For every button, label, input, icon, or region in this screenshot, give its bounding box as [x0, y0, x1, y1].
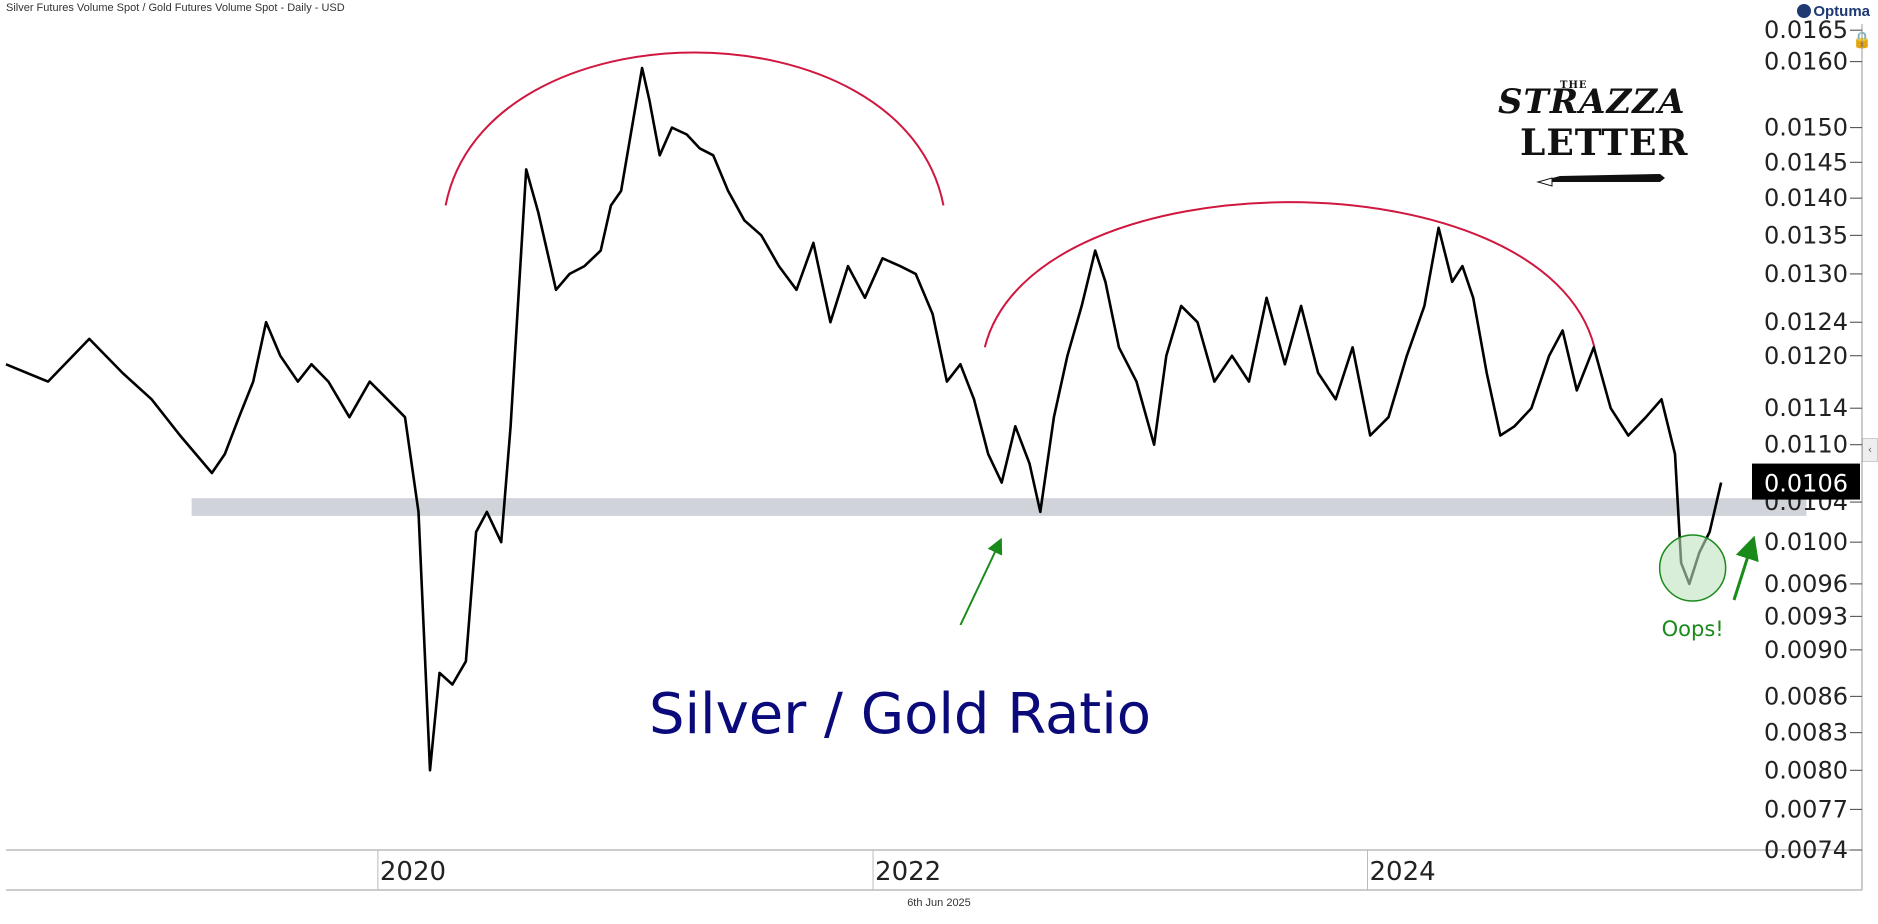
- y-tick-label: 0.0086: [1764, 682, 1848, 710]
- support-band: [191, 498, 1807, 516]
- last-value-badge: [1752, 463, 1860, 500]
- brand-logo: Optuma: [1797, 3, 1870, 20]
- x-tick-label: 2020: [380, 857, 446, 887]
- series-line: [5, 66, 1723, 772]
- y-tick-label: 0.0100: [1764, 528, 1848, 556]
- dome-arc-right: [983, 201, 1596, 348]
- dome-arc-layer: [444, 51, 1596, 348]
- price-line-layer: [5, 66, 1723, 772]
- logo-strazza: STRAZZA: [1498, 82, 1686, 122]
- oops-label: Oops!: [1662, 617, 1724, 641]
- y-tick-label: 0.0150: [1764, 114, 1848, 142]
- logo-the: THE: [1560, 80, 1588, 91]
- optuma-logo-icon: [1797, 4, 1812, 18]
- x-tick-label: 2022: [875, 857, 941, 887]
- y-tick-label: 0.0160: [1764, 48, 1848, 76]
- y-tick-label: 0.0145: [1764, 148, 1848, 176]
- oops-highlight-circle: [1658, 534, 1727, 602]
- chart-header-title: Silver Futures Volume Spot / Gold Future…: [6, 2, 345, 14]
- x-axis: 2020 2022 2024: [377, 850, 1436, 890]
- last-value-label: 0.0106: [1764, 470, 1848, 498]
- y-tick-label: 0.0083: [1764, 719, 1848, 747]
- y-tick-label: 0.0096: [1764, 570, 1848, 598]
- y-tick-label: 0.0090: [1764, 636, 1848, 664]
- y-tick-label: 0.0130: [1764, 260, 1848, 288]
- y-tick-label: 0.0120: [1764, 342, 1848, 370]
- dome-arc-left: [444, 51, 945, 206]
- y-tick-label: 0.0080: [1764, 756, 1848, 784]
- y-axis: 0.0165 0.0160 0.0150 0.0145 0.0140 0.0135 0.01…: [1752, 16, 1862, 864]
- support-band-layer: [191, 498, 1807, 516]
- y-tick-label: 0.0074: [1764, 836, 1848, 864]
- y-tick-label: 0.0140: [1764, 184, 1848, 212]
- y-tick-label: 0.0093: [1764, 602, 1848, 630]
- annotation-layer: Oops!: [959, 534, 1759, 641]
- support-arrow-right: [1732, 535, 1759, 601]
- y-tick-label: 0.0135: [1764, 221, 1848, 249]
- brand-name: Optuma: [1813, 3, 1870, 20]
- pen-nib-icon: [1536, 174, 1665, 187]
- y-tick-label: 0.0077: [1764, 795, 1848, 823]
- support-arrow-left: [959, 537, 1003, 626]
- chart-title: Silver / Gold Ratio: [649, 682, 1151, 747]
- axes-frame: [6, 24, 1863, 891]
- y-tick-label: 0.0114: [1764, 394, 1848, 422]
- x-tick-label: 2024: [1370, 857, 1436, 887]
- footer-date: 6th Jun 2025: [907, 897, 971, 909]
- y-tick-label: 0.0165: [1764, 16, 1848, 44]
- strazza-letter-logo: THE STRAZZA LETTER: [1490, 70, 1687, 195]
- y-tick-label: 0.0110: [1764, 431, 1848, 459]
- y-tick-label: 0.0124: [1764, 308, 1848, 336]
- logo-letter: LETTER: [1520, 122, 1689, 164]
